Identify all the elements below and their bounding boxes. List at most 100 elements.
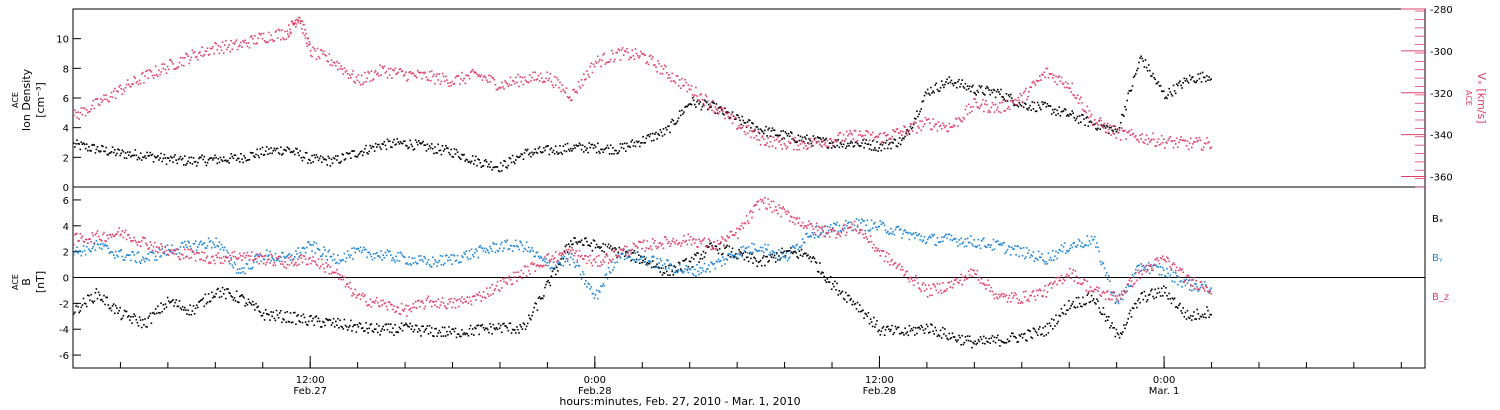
data-point bbox=[947, 338, 949, 341]
data-point bbox=[807, 254, 809, 256]
data-point bbox=[747, 119, 750, 121]
data-point bbox=[1047, 332, 1050, 334]
data-point bbox=[425, 76, 428, 79]
data-point bbox=[153, 259, 156, 261]
data-point bbox=[612, 247, 614, 250]
data-point bbox=[1103, 125, 1106, 127]
data-point bbox=[464, 253, 466, 255]
data-point bbox=[208, 241, 211, 243]
data-point bbox=[870, 321, 873, 323]
data-point bbox=[905, 132, 907, 135]
data-point bbox=[1032, 251, 1035, 253]
data-point bbox=[130, 156, 132, 158]
data-point bbox=[875, 226, 877, 228]
data-point bbox=[655, 66, 657, 68]
data-point bbox=[489, 81, 491, 83]
data-point bbox=[735, 116, 737, 119]
top-panel-frame bbox=[72, 8, 1426, 188]
data-point bbox=[856, 142, 859, 145]
data-point bbox=[260, 254, 263, 257]
data-point bbox=[604, 147, 607, 150]
data-point bbox=[270, 147, 272, 149]
data-point bbox=[115, 97, 117, 100]
data-point bbox=[981, 238, 984, 241]
data-point bbox=[518, 248, 520, 251]
data-point bbox=[464, 160, 466, 162]
data-point bbox=[631, 49, 634, 51]
data-point bbox=[357, 247, 360, 250]
data-point bbox=[866, 315, 869, 317]
data-point bbox=[997, 240, 999, 242]
data-point bbox=[240, 41, 242, 44]
data-point bbox=[712, 263, 714, 266]
data-point bbox=[167, 248, 170, 251]
data-point bbox=[593, 240, 596, 242]
data-point bbox=[307, 37, 310, 39]
data-point bbox=[343, 252, 346, 255]
data-point bbox=[792, 245, 794, 247]
data-point bbox=[1077, 122, 1080, 124]
data-point bbox=[570, 99, 572, 102]
data-point bbox=[647, 63, 650, 66]
data-point bbox=[952, 238, 955, 240]
data-point bbox=[386, 138, 389, 141]
data-point bbox=[874, 221, 876, 224]
data-point bbox=[553, 75, 556, 78]
data-point bbox=[653, 266, 655, 268]
data-point bbox=[404, 308, 406, 310]
data-point bbox=[122, 236, 125, 239]
data-point bbox=[82, 142, 85, 144]
data-point bbox=[91, 300, 93, 303]
data-point bbox=[1090, 113, 1093, 116]
data-point bbox=[549, 284, 552, 287]
data-point bbox=[757, 128, 760, 131]
data-point bbox=[1196, 286, 1198, 288]
data-point bbox=[1196, 79, 1198, 82]
data-point bbox=[652, 56, 654, 58]
data-point bbox=[807, 147, 809, 149]
data-point bbox=[257, 254, 259, 256]
data-point bbox=[1067, 114, 1069, 116]
data-point bbox=[1191, 146, 1193, 149]
data-point bbox=[158, 159, 160, 161]
data-point bbox=[248, 301, 251, 304]
data-point bbox=[271, 152, 273, 155]
data-point bbox=[890, 227, 892, 230]
data-point bbox=[1175, 274, 1178, 277]
data-point bbox=[92, 143, 94, 146]
data-point bbox=[299, 254, 301, 257]
data-point bbox=[466, 256, 469, 259]
data-point bbox=[792, 138, 794, 141]
data-point bbox=[305, 246, 308, 249]
data-point bbox=[286, 30, 289, 32]
data-point bbox=[721, 107, 723, 109]
data-point bbox=[639, 241, 641, 244]
top-right-ytick-label: -360 bbox=[1430, 173, 1453, 184]
data-point bbox=[1067, 309, 1069, 311]
data-point bbox=[688, 88, 691, 90]
data-point bbox=[544, 256, 546, 258]
data-point bbox=[735, 118, 737, 120]
data-point bbox=[774, 134, 777, 137]
data-point bbox=[752, 130, 754, 133]
data-point bbox=[351, 247, 353, 250]
data-point bbox=[1108, 316, 1110, 318]
data-point bbox=[242, 255, 244, 257]
data-point bbox=[691, 272, 694, 275]
data-point bbox=[580, 148, 583, 151]
data-point bbox=[304, 321, 307, 323]
data-point bbox=[682, 113, 684, 115]
data-point bbox=[1008, 108, 1011, 111]
data-point bbox=[575, 264, 577, 267]
data-point bbox=[117, 91, 119, 93]
data-point bbox=[778, 134, 780, 137]
data-point bbox=[392, 141, 394, 144]
data-point bbox=[487, 328, 489, 331]
data-point bbox=[790, 142, 792, 144]
data-point bbox=[318, 57, 321, 60]
data-point bbox=[595, 62, 598, 64]
data-point bbox=[372, 146, 375, 148]
data-point bbox=[806, 134, 808, 137]
data-point bbox=[372, 78, 375, 80]
data-point bbox=[787, 132, 790, 135]
